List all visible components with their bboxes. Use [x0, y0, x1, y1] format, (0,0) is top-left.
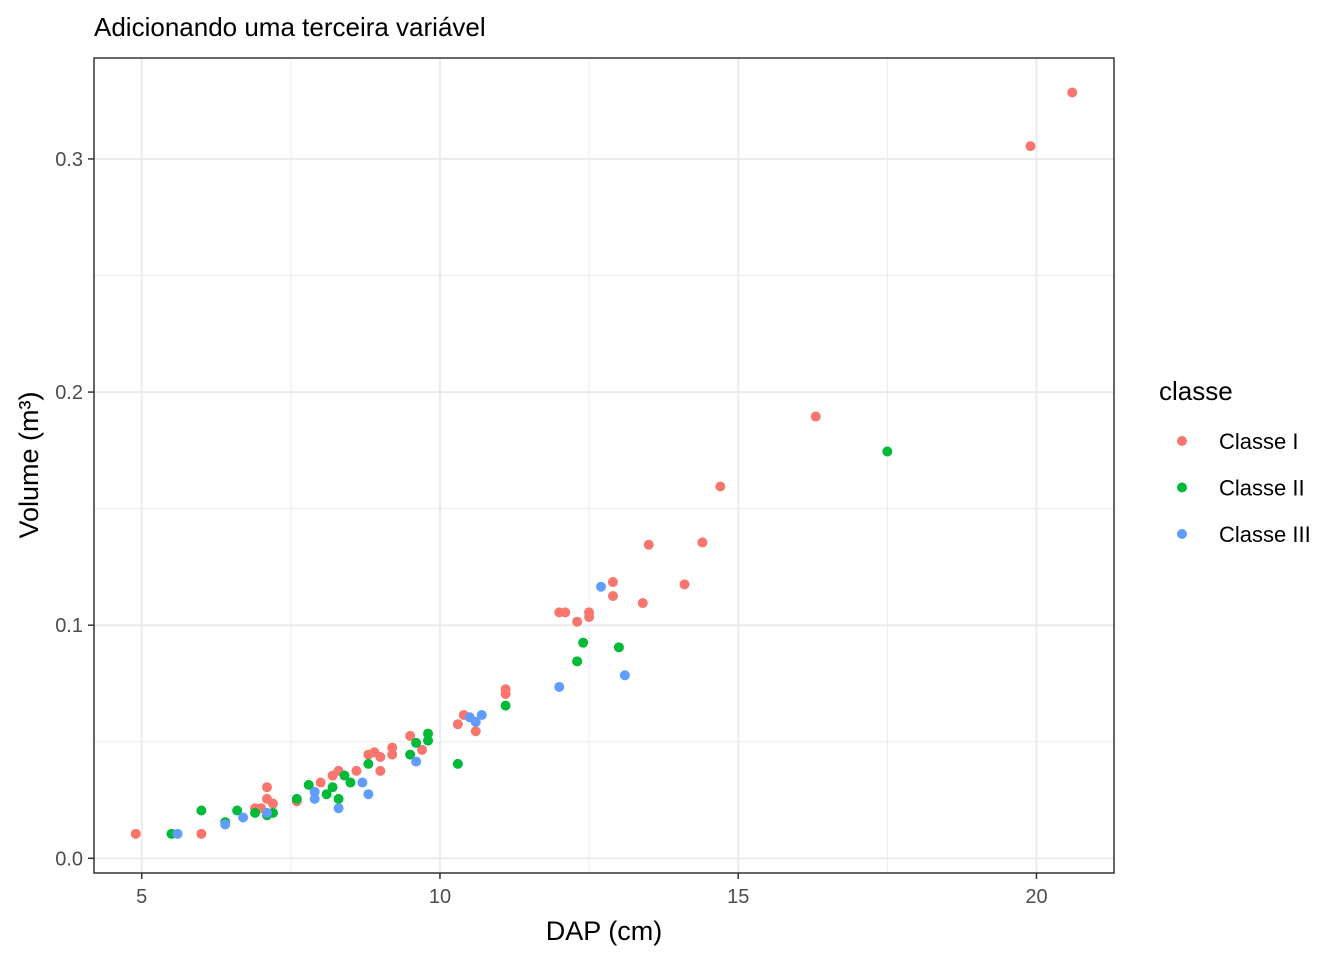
legend-label: Classe III [1219, 522, 1311, 547]
data-point [500, 700, 511, 711]
data-point [405, 749, 416, 760]
data-point [607, 591, 618, 602]
data-point [470, 716, 481, 727]
data-point [596, 581, 607, 592]
data-point [232, 805, 243, 816]
data-point [417, 744, 428, 755]
y-tick-label: 0.0 [55, 848, 83, 870]
data-point [333, 793, 344, 804]
legend-items: Classe I Classe II Classe III [1177, 429, 1311, 547]
data-point [315, 777, 326, 788]
data-point [351, 765, 362, 776]
data-point [607, 577, 618, 588]
data-point [1025, 141, 1036, 152]
x-tick-label: 15 [727, 886, 749, 908]
y-tick-label: 0.3 [55, 149, 83, 171]
data-point [423, 728, 434, 739]
data-point [261, 807, 272, 818]
data-point [1067, 87, 1078, 98]
data-point [130, 828, 141, 839]
plot-panel-border [93, 57, 1115, 874]
data-point [500, 688, 511, 699]
data-point [572, 616, 583, 627]
series-classe-ii [166, 446, 893, 839]
series-classe-iii [172, 581, 630, 839]
data-point [238, 812, 249, 823]
data-point [375, 765, 386, 776]
data-point [470, 726, 481, 737]
legend-label: Classe II [1219, 476, 1305, 501]
y-axis-title: Volume (m³) [14, 391, 44, 538]
data-point [560, 607, 571, 618]
data-point [405, 730, 416, 741]
data-point [333, 803, 344, 814]
data-point [375, 751, 386, 762]
data-point [637, 598, 648, 609]
data-point [882, 446, 893, 457]
data-point [357, 777, 368, 788]
data-point [452, 758, 463, 769]
data-point [196, 805, 207, 816]
data-point [309, 793, 320, 804]
legend-title: classe [1159, 376, 1233, 406]
data-point [613, 642, 624, 653]
data-point [220, 819, 231, 830]
data-point [345, 777, 356, 788]
chart-title: Adicionando uma terceira variável [94, 12, 486, 42]
data-point [584, 607, 595, 618]
data-point [267, 798, 278, 809]
data-point [339, 770, 350, 781]
x-tick-label: 10 [429, 886, 451, 908]
data-point [619, 670, 630, 681]
axis-ticks: 5 10 15 20 0.0 0.1 0.2 0.3 [55, 149, 1047, 908]
data-point [363, 758, 374, 769]
data-point [363, 789, 374, 800]
data-point [697, 537, 708, 548]
data-point [250, 807, 261, 818]
data-point [679, 579, 690, 590]
data-point [554, 681, 565, 692]
data-point [196, 828, 207, 839]
data-point [411, 737, 422, 748]
data-point [321, 789, 332, 800]
series-classe-i [130, 87, 1078, 839]
legend-key [1177, 482, 1187, 493]
x-tick-label: 20 [1025, 886, 1047, 908]
data-point [476, 709, 487, 720]
x-axis-title: DAP (cm) [546, 916, 663, 946]
legend-label: Classe I [1219, 429, 1298, 454]
data-point [387, 749, 398, 760]
data-point [327, 782, 338, 793]
data-point [452, 719, 463, 730]
data-point [578, 637, 589, 648]
data-points [130, 87, 1078, 839]
y-tick-label: 0.2 [55, 382, 83, 404]
data-point [715, 481, 726, 492]
data-point [423, 735, 434, 746]
data-point [387, 742, 398, 753]
data-point [172, 828, 183, 839]
data-point [810, 411, 821, 422]
data-point [411, 756, 422, 767]
data-point [303, 779, 314, 790]
data-point [309, 786, 320, 797]
legend-key [1177, 529, 1187, 539]
legend-key [1177, 436, 1187, 446]
legend: classe Classe I Classe II Classe III [1159, 376, 1311, 547]
grid-lines [94, 58, 1114, 873]
data-point [291, 793, 302, 804]
data-point [572, 656, 583, 667]
y-tick-label: 0.1 [55, 615, 83, 637]
data-point [643, 539, 654, 550]
x-tick-label: 5 [136, 886, 147, 908]
data-point [261, 782, 272, 793]
